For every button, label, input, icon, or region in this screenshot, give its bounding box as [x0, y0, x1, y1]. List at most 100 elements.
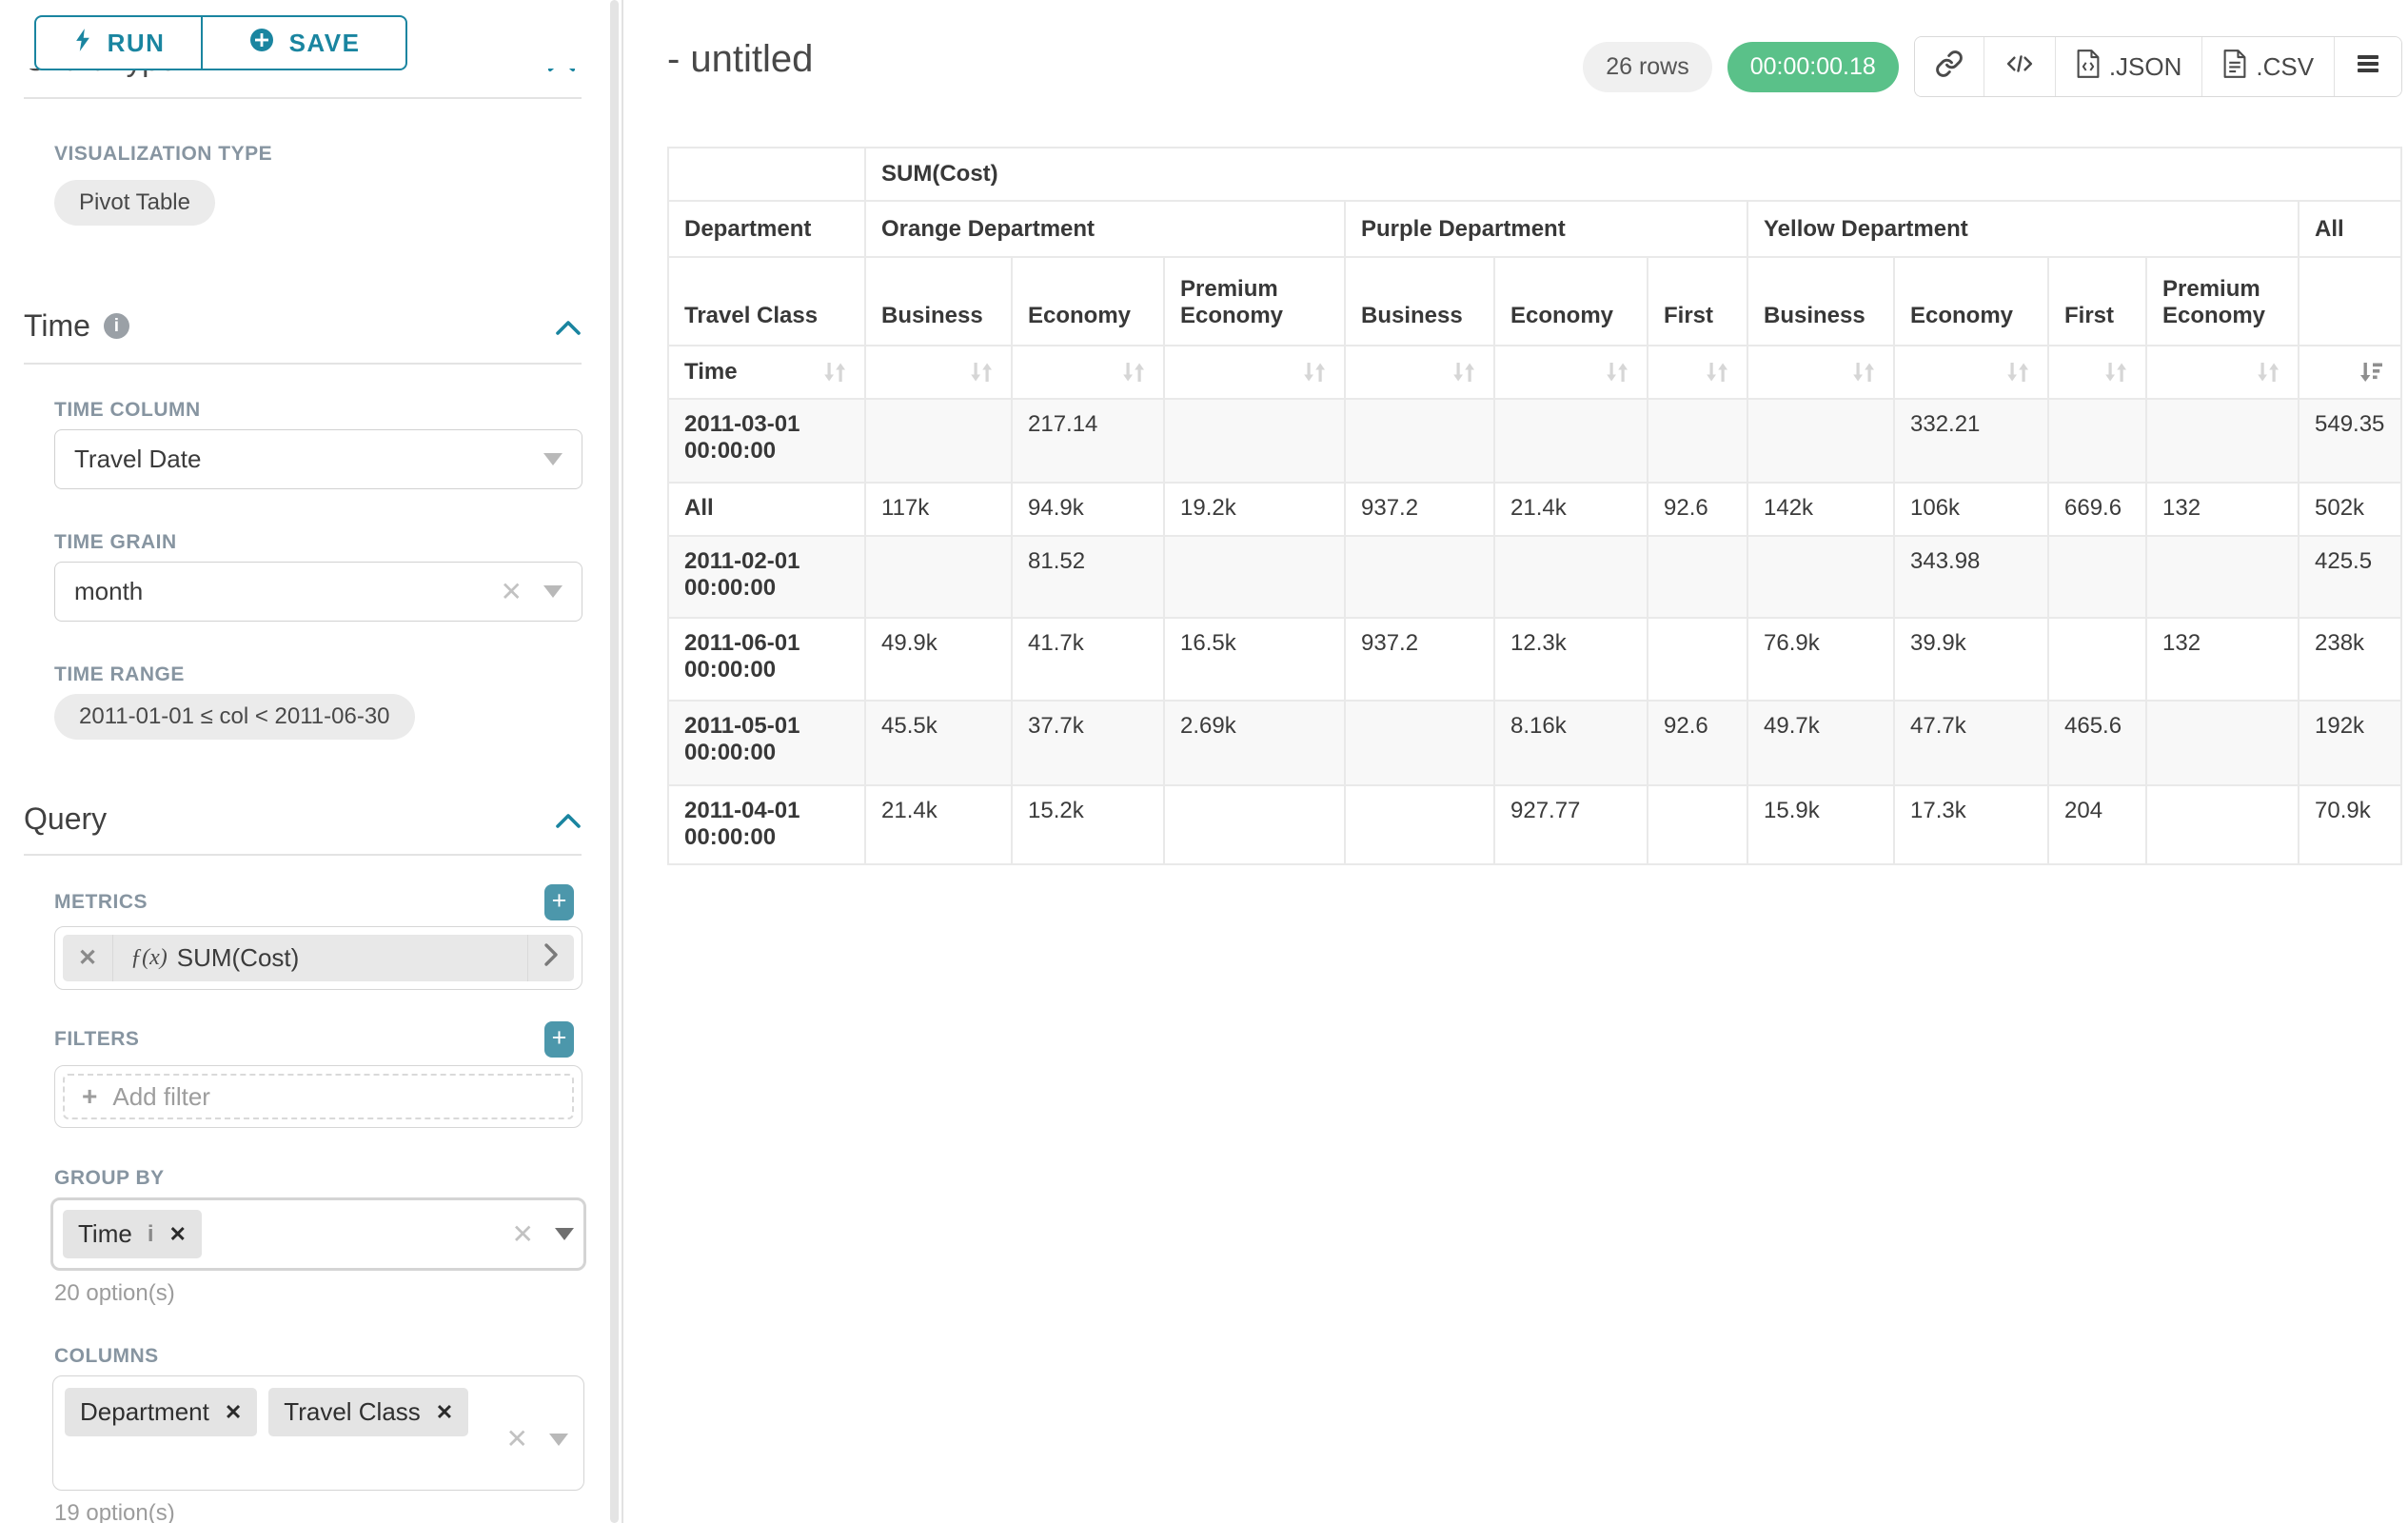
pivot-cell — [1163, 784, 1346, 865]
export-json-button[interactable]: .JSON — [2054, 37, 2202, 96]
options-hint: 19 option(s) — [54, 1500, 175, 1523]
remove-chip-icon[interactable]: ✕ — [168, 1221, 187, 1246]
view-query-button[interactable] — [1983, 37, 2055, 96]
columns-chip[interactable]: Department ✕ — [65, 1388, 258, 1436]
sort-header[interactable] — [1647, 345, 1748, 400]
clear-icon[interactable]: ✕ — [511, 1218, 534, 1249]
sort-header[interactable] — [1747, 345, 1895, 400]
time-section-header[interactable]: Time i — [24, 308, 582, 344]
columns-label: COLUMNS — [54, 1345, 159, 1367]
sort-desc-icon[interactable] — [2357, 359, 2385, 386]
sort-header[interactable] — [2047, 345, 2147, 400]
run-button[interactable]: RUN — [34, 15, 203, 70]
pivot-cell — [1344, 700, 1495, 786]
sort-header[interactable] — [1163, 345, 1346, 400]
pivot-cell: 217.14 — [1011, 398, 1165, 484]
pivot-cell: 192k — [2297, 700, 2403, 786]
sort-header[interactable] — [2145, 345, 2299, 400]
pivot-row-label: 2011-04-01 00:00:00 — [667, 784, 866, 865]
pivot-cell: 81.52 — [1011, 535, 1165, 619]
pivot-cell — [1344, 398, 1495, 484]
add-metric-button[interactable]: + — [544, 884, 574, 920]
sort-header[interactable] — [1344, 345, 1495, 400]
sort-header[interactable] — [1011, 345, 1165, 400]
travel-class-header: Business — [864, 256, 1013, 346]
save-button[interactable]: SAVE — [201, 15, 407, 70]
pivot-cell — [1493, 535, 1648, 619]
time-range-pill[interactable]: 2011-01-01 ≤ col < 2011-06-30 — [54, 694, 415, 740]
sort-icon[interactable] — [1703, 359, 1731, 386]
add-filter-plus-button[interactable]: + — [544, 1021, 574, 1058]
group-by-chip[interactable]: Time i ✕ — [63, 1210, 202, 1258]
travel-class-header: Premium Economy — [1163, 256, 1346, 346]
sort-header[interactable] — [1893, 345, 2049, 400]
time-column-select[interactable]: Travel Date — [54, 429, 582, 489]
visualization-type-pill[interactable]: Pivot Table — [54, 180, 215, 226]
pivot-cell: 21.4k — [1493, 482, 1648, 537]
pivot-cell: 425.5 — [2297, 535, 2403, 619]
sort-icon[interactable] — [820, 359, 849, 386]
columns-chip[interactable]: Travel Class ✕ — [268, 1388, 469, 1436]
sort-icon[interactable] — [1849, 359, 1878, 386]
remove-chip-icon[interactable]: ✕ — [224, 1399, 243, 1424]
export-csv-button[interactable]: .CSV — [2201, 37, 2335, 96]
sort-header[interactable] — [864, 345, 1013, 400]
sort-icon[interactable] — [1450, 359, 1478, 386]
columns-select[interactable]: Department ✕ Travel Class ✕ ✕ — [52, 1375, 584, 1491]
travel-class-header: Business — [1344, 256, 1495, 346]
lightning-bolt-icon — [72, 27, 93, 60]
column-info-icon: i — [147, 1220, 154, 1247]
sort-icon[interactable] — [967, 359, 996, 386]
pivot-cell — [2145, 398, 2299, 484]
pivot-cell: 39.9k — [1893, 617, 2049, 702]
sidebar-scrollbar[interactable] — [610, 0, 619, 1523]
chevron-right-icon[interactable] — [528, 942, 574, 974]
sort-icon[interactable] — [2254, 359, 2282, 386]
query-section-header[interactable]: Query — [24, 801, 582, 837]
pivot-metric-header: SUM(Cost) — [863, 147, 2403, 202]
sort-icon[interactable] — [1119, 359, 1148, 386]
plus-circle-icon — [248, 27, 275, 60]
sort-icon[interactable] — [1300, 359, 1329, 386]
chevron-down-icon[interactable] — [555, 1228, 574, 1240]
chevron-down-icon — [543, 453, 563, 465]
metric-chip[interactable]: ✕ ƒ(x) SUM(Cost) — [63, 935, 574, 981]
clear-icon[interactable]: ✕ — [505, 1424, 528, 1454]
pivot-cell: 2.69k — [1163, 700, 1346, 786]
pivot-cell: 41.7k — [1011, 617, 1165, 702]
chart-title[interactable]: - untitled — [667, 38, 814, 80]
pivot-cell — [864, 535, 1013, 619]
pivot-cell — [1647, 617, 1748, 702]
sort-header[interactable]: Time — [667, 345, 866, 400]
pivot-cell: 37.7k — [1011, 700, 1165, 786]
chevron-down-icon[interactable] — [549, 1433, 568, 1446]
group-by-label: GROUP BY — [54, 1167, 165, 1189]
sort-header[interactable] — [2297, 345, 2403, 400]
pivot-cell — [1747, 535, 1895, 619]
time-grain-select[interactable]: month ✕ — [54, 562, 582, 622]
sort-icon[interactable] — [2003, 359, 2032, 386]
sort-icon[interactable] — [1603, 359, 1631, 386]
remove-metric-icon[interactable]: ✕ — [78, 945, 98, 971]
chart-panel: - untitled 26 rows 00:00:00.18 — [623, 0, 2408, 1523]
sort-icon[interactable] — [2102, 359, 2130, 386]
menu-button[interactable] — [2334, 37, 2402, 96]
json-file-icon — [2076, 49, 2101, 85]
add-filter-button[interactable]: + Add filter — [63, 1074, 574, 1119]
pivot-cell — [2047, 535, 2147, 619]
pivot-cell — [2047, 617, 2147, 702]
chevron-up-icon[interactable] — [555, 308, 582, 344]
table-row: 2011-06-01 00:00:00 49.9k 41.7k 16.5k 937.2 1… — [667, 617, 2403, 702]
share-link-button[interactable] — [1914, 37, 1984, 96]
pivot-cell — [1163, 398, 1346, 484]
sort-header[interactable] — [1493, 345, 1648, 400]
group-by-select[interactable]: Time i ✕ ✕ — [50, 1197, 586, 1271]
table-row: 2011-03-01 00:00:00 217.14 332.21 549.35 — [667, 398, 2403, 484]
clear-icon[interactable]: ✕ — [500, 576, 523, 606]
remove-chip-icon[interactable]: ✕ — [435, 1399, 454, 1424]
pivot-cell: 937.2 — [1344, 482, 1495, 537]
chevron-up-icon[interactable] — [555, 801, 582, 837]
travel-class-header: First — [2047, 256, 2147, 346]
pivot-cell: 47.7k — [1893, 700, 2049, 786]
pivot-cell: 12.3k — [1493, 617, 1648, 702]
